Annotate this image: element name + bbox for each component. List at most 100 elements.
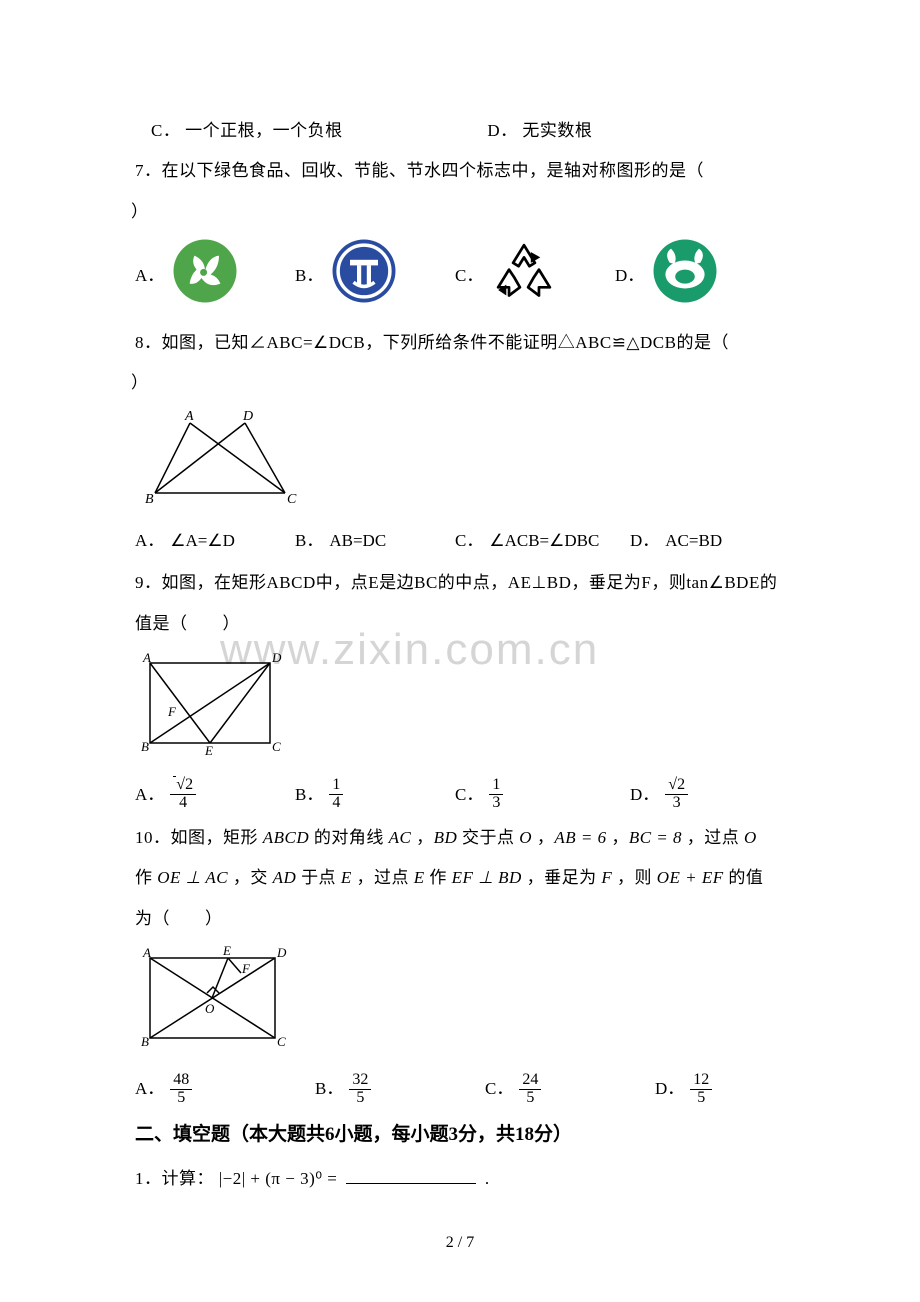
- section2-title: 二、填空题（本大题共6小题，每小题3分，共18分）: [135, 1117, 785, 1153]
- q10-OEAC: OE ⊥ AC: [157, 868, 228, 887]
- q10-optB-frac: 32 5: [349, 1072, 371, 1107]
- svg-text:E: E: [204, 743, 213, 758]
- q10-t1e: ，: [537, 828, 555, 847]
- q10-t2b: ，交: [233, 868, 273, 887]
- q10-E2: E: [414, 868, 425, 887]
- q10-optA-frac: 48 5: [170, 1072, 192, 1107]
- svg-text:B: B: [141, 1034, 149, 1049]
- q9-line1: 9．如图，在矩形ABCD中，点E是边BC的中点，AE⊥BD，垂足为F，则tan∠…: [135, 567, 785, 599]
- q9-optB-letter: B．: [295, 779, 323, 811]
- svg-text:C: C: [287, 492, 297, 506]
- q8-text: 如图，已知∠ABC=∠DCB，下列所给条件不能证明△ABC≌△DCB的是（: [162, 333, 729, 352]
- q10-ABCD: ABCD: [263, 828, 309, 847]
- q10-t2f: ，垂足为: [527, 868, 602, 887]
- water-saving-logo-icon: [650, 236, 720, 317]
- svg-text:B: B: [141, 739, 149, 754]
- q10-O2: O: [744, 828, 757, 847]
- q10-t1a: 如图，矩形: [171, 828, 259, 847]
- q9-options: A． √2 4 B． 1 4 C． 1 3 D． √2 3: [135, 777, 785, 812]
- q7-optA-letter: A．: [135, 260, 164, 292]
- q8-number: 8．: [135, 333, 162, 352]
- fill1-number: 1．: [135, 1169, 162, 1188]
- q8-optD-letter: D．: [630, 525, 659, 557]
- q10-figure: A D B C E F O: [135, 943, 785, 1064]
- q10-BCeq: BC = 8: [629, 828, 682, 847]
- q8-close-paren: ）: [131, 373, 149, 392]
- q9-text: 如图，在矩形ABCD中，点E是边BC的中点，AE⊥BD，垂足为F，则tan∠BD…: [162, 573, 778, 592]
- q10-O: O: [519, 828, 532, 847]
- svg-text:F: F: [241, 961, 251, 976]
- q6-optC-letter: C．: [151, 121, 180, 140]
- q10-t2d: ，过点: [356, 868, 413, 887]
- q10-t2c: 于点: [301, 868, 341, 887]
- q9-optC-frac: 1 3: [489, 777, 503, 812]
- q7-close-paren: ）: [131, 202, 149, 221]
- fill1-blank: [346, 1167, 476, 1184]
- fill1-line: 1．计算： |−2| + (π − 3)⁰ = .: [135, 1163, 785, 1195]
- fill1-expr: |−2| + (π − 3)⁰ =: [219, 1169, 338, 1188]
- q7-optB-letter: B．: [295, 260, 323, 292]
- q6-optD-letter: D．: [487, 121, 517, 140]
- q10-optB-letter: B．: [315, 1073, 343, 1105]
- q10-ABeq: AB = 6: [554, 828, 606, 847]
- q9-optC-letter: C．: [455, 779, 483, 811]
- green-food-logo-icon: [170, 236, 240, 317]
- q9-optD-frac: √2 3: [665, 777, 688, 812]
- q10-t1f: ，: [611, 828, 629, 847]
- q10-optD-frac: 12 5: [690, 1072, 712, 1107]
- svg-text:O: O: [205, 1001, 215, 1016]
- q10-optA-letter: A．: [135, 1073, 164, 1105]
- q7-optC-letter: C．: [455, 260, 483, 292]
- q7-line2: ）: [135, 196, 785, 228]
- q8-optD-text: AC=BD: [665, 525, 722, 557]
- q10-line1: 10．如图，矩形 ABCD 的对角线 AC ，BD 交于点 O ，AB = 6 …: [135, 822, 785, 854]
- q8-optB-letter: B．: [295, 525, 323, 557]
- fill1-prefix: 计算：: [162, 1169, 215, 1188]
- svg-text:E: E: [222, 943, 231, 958]
- q10-number: 10．: [135, 828, 171, 847]
- q10-t2h: 的值: [728, 868, 763, 887]
- q8-figure: A D B C: [135, 408, 785, 517]
- q10-optD-letter: D．: [655, 1073, 684, 1105]
- q9-optA-letter: A．: [135, 779, 164, 811]
- svg-text:C: C: [277, 1034, 286, 1049]
- q7-text: 在以下绿色食品、回收、节能、节水四个标志中，是轴对称图形的是（: [162, 161, 705, 180]
- q10-EFBD: EF ⊥ BD: [452, 868, 522, 887]
- q9-text2: 值是（ ）: [135, 614, 240, 633]
- svg-text:A: A: [184, 409, 194, 424]
- q10-F: F: [601, 868, 612, 887]
- q9-line2: 值是（ ）: [135, 608, 785, 640]
- q7-options: A． B．: [135, 236, 785, 317]
- q10-t1d: 交于点: [462, 828, 519, 847]
- q8-optA-letter: A．: [135, 525, 164, 557]
- svg-text:B: B: [145, 492, 154, 506]
- q8-optB-text: AB=DC: [329, 525, 386, 557]
- q10-t2e: 作: [429, 868, 451, 887]
- q7-number: 7．: [135, 161, 162, 180]
- q10-OEEF: OE + EF: [657, 868, 724, 887]
- q10-text3: 为（ ）: [135, 909, 223, 928]
- svg-text:A: A: [142, 945, 151, 960]
- q10-E: E: [341, 868, 352, 887]
- q8-optC-letter: C．: [455, 525, 483, 557]
- q10-BD: BD: [434, 828, 458, 847]
- q10-t2g: ，则: [617, 868, 657, 887]
- q10-options: A． 48 5 B． 32 5 C． 24 5 D． 12 5: [135, 1072, 785, 1107]
- q10-AD: AD: [273, 868, 297, 887]
- q8-optC-text: ∠ACB=∠DBC: [489, 525, 599, 557]
- recycle-logo-icon: [489, 237, 559, 316]
- svg-text:F: F: [167, 704, 177, 719]
- svg-text:D: D: [276, 945, 287, 960]
- q10-line2: 作 OE ⊥ AC ，交 AD 于点 E ，过点 E 作 EF ⊥ BD ，垂足…: [135, 862, 785, 894]
- svg-text:A: A: [142, 650, 151, 665]
- q7-line1: 7．在以下绿色食品、回收、节能、节水四个标志中，是轴对称图形的是（: [135, 155, 785, 187]
- q8-options: A． ∠A=∠D B． AB=DC C． ∠ACB=∠DBC D． AC=BD: [135, 525, 785, 557]
- q9-optD-letter: D．: [630, 779, 659, 811]
- q10-optC-frac: 24 5: [519, 1072, 541, 1107]
- q6-optC-text: 一个正根，一个负根: [185, 121, 343, 140]
- q10-line3: 为（ ）: [135, 903, 785, 935]
- svg-text:D: D: [242, 409, 253, 424]
- q10-t1g: ，过点: [687, 828, 744, 847]
- q9-optA-frac: √2 4: [170, 777, 196, 812]
- svg-text:D: D: [271, 650, 282, 665]
